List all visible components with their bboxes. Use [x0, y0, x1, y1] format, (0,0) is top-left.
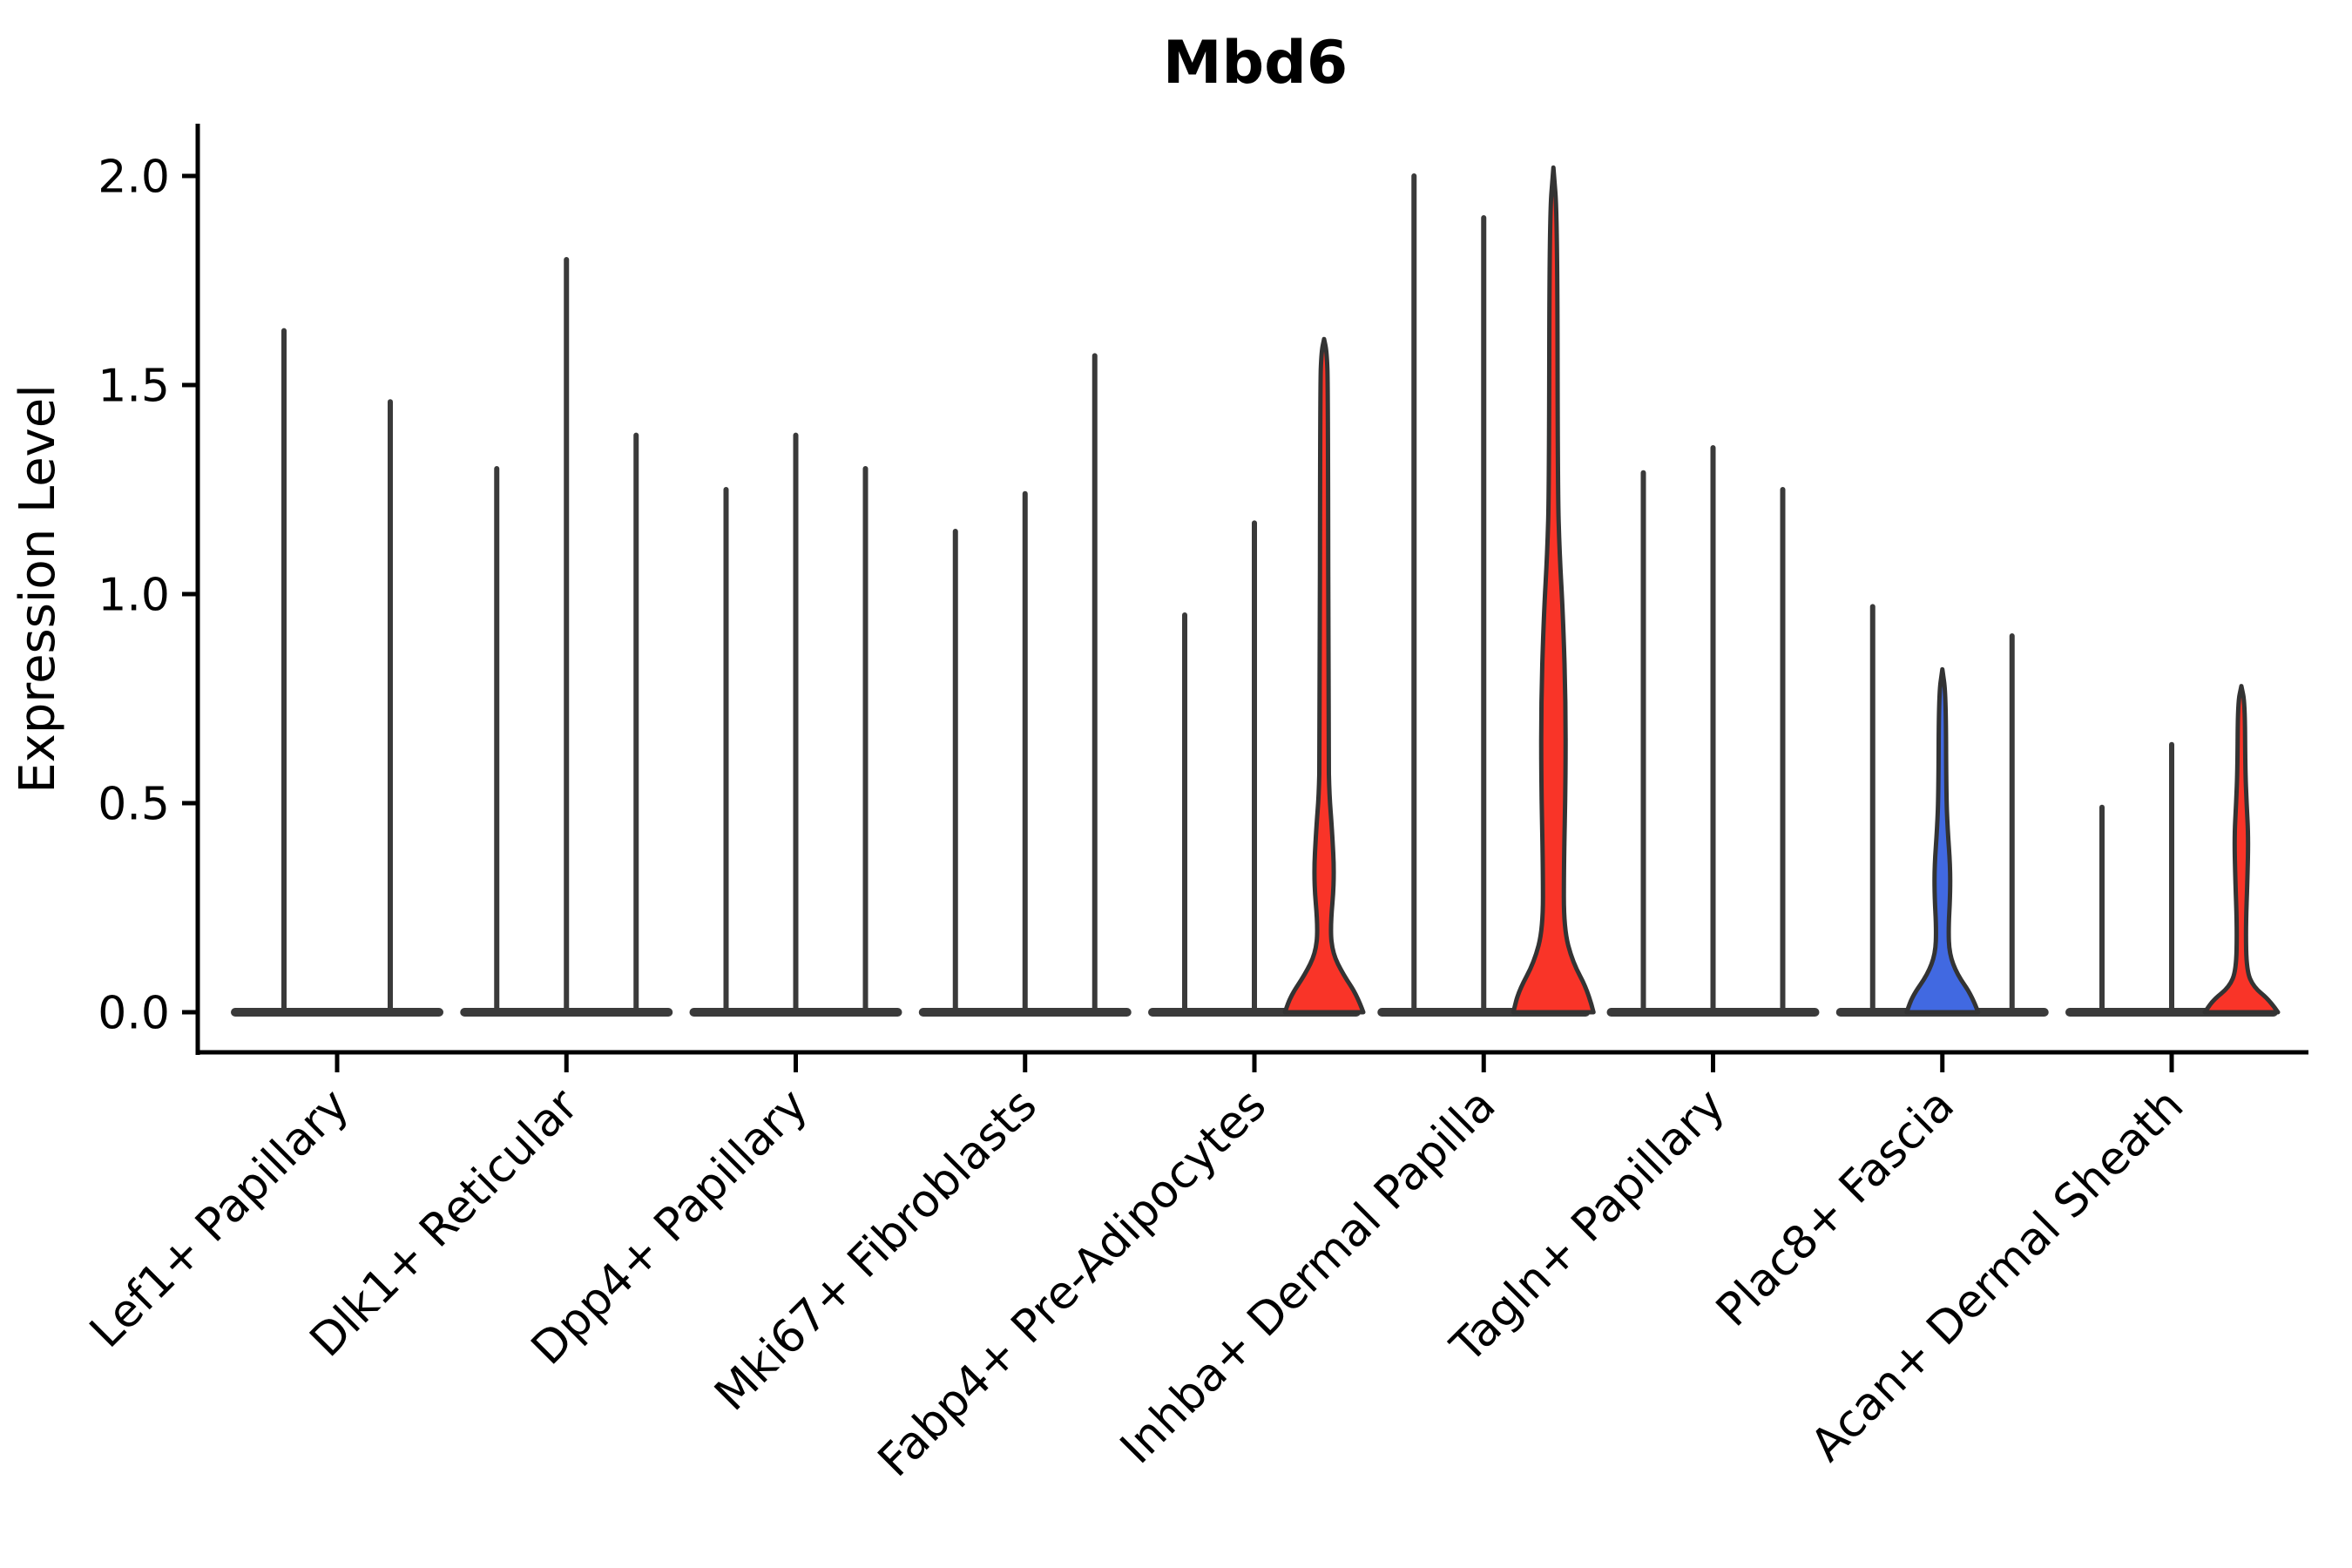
y-tick-label: 0.5: [98, 779, 170, 831]
y-axis-label: Expression Level: [10, 384, 66, 794]
x-tick-label: Plac8+ Fascia: [1707, 1079, 1964, 1337]
x-tick-label: Fabp4+ Pre-Adipocytes: [868, 1079, 1276, 1487]
violin-red: [1511, 165, 1596, 1015]
violin-layer: [231, 165, 2281, 1017]
violin-blue: [1904, 666, 1981, 1015]
x-tick-label: Acan+ Dermal Sheath: [1801, 1079, 2194, 1472]
y-tick-label: 1.5: [98, 361, 170, 413]
y-tick-label: 2.0: [98, 152, 170, 204]
chart-title: Mbd6: [1163, 29, 1348, 98]
y-tick-label: 1.0: [98, 570, 170, 622]
x-tick-label: Inhba+ Dermal Papilla: [1111, 1079, 1505, 1474]
violin-red: [2202, 684, 2281, 1015]
violin-base-band: [231, 1008, 443, 1017]
y-tick-label: 0.0: [98, 988, 170, 1040]
violin-red: [1282, 336, 1366, 1015]
